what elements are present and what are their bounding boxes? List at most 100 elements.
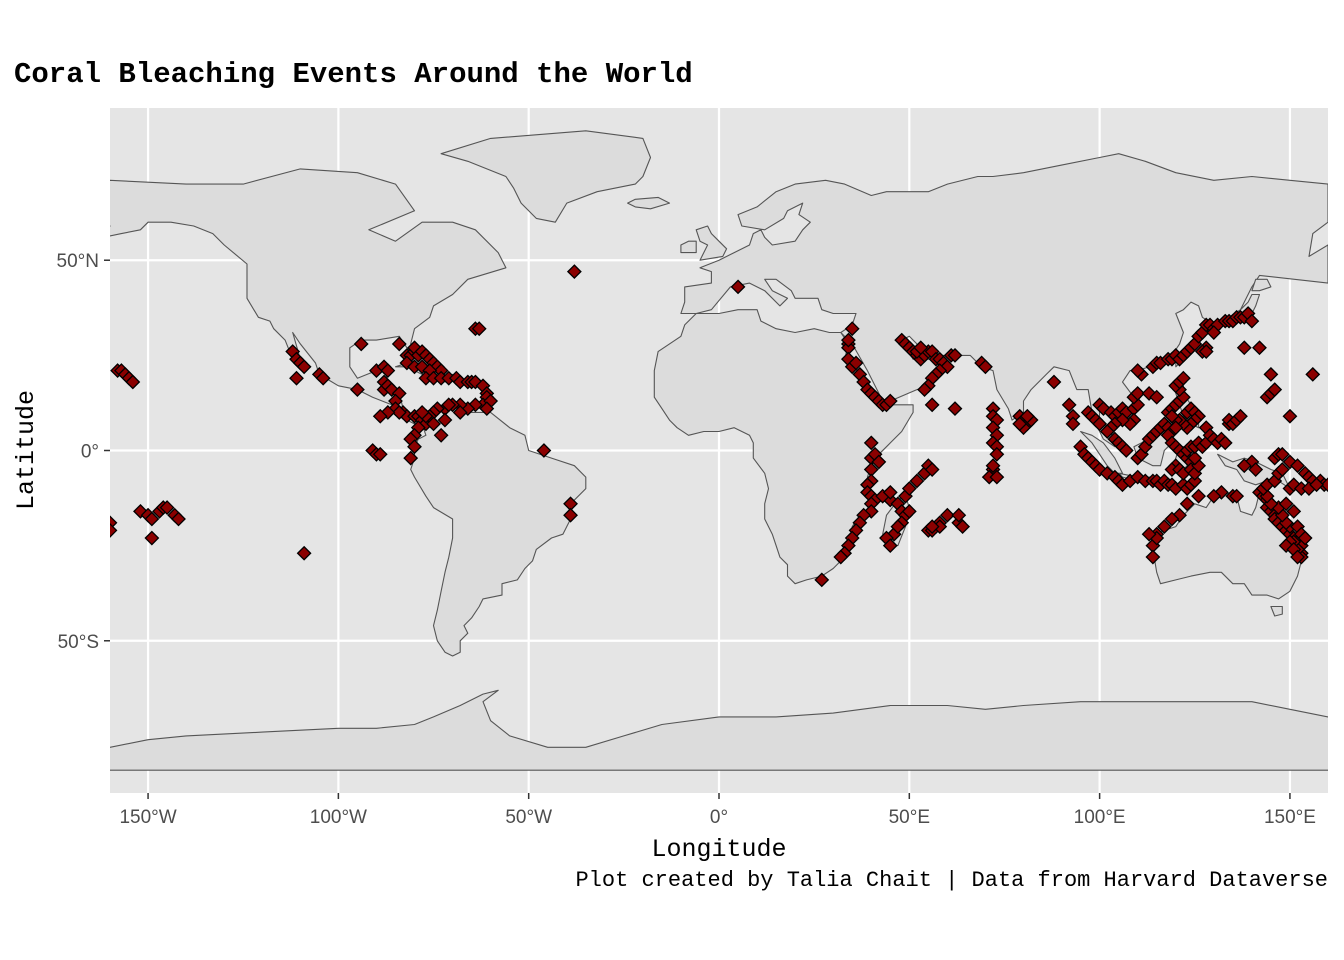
bleaching-event-point	[1286, 503, 1302, 519]
bleaching-event-point	[848, 355, 864, 371]
bleaching-event-point	[144, 530, 160, 546]
bleaching-event-point	[1278, 496, 1294, 512]
x-tick-label: 150°W	[119, 807, 176, 828]
bleaching-event-point	[947, 401, 963, 417]
bleaching-event-point	[1282, 408, 1298, 424]
x-tick-label: 50°E	[889, 807, 930, 828]
x-tick-label: 100°W	[310, 807, 367, 828]
bleaching-event-point	[1164, 511, 1180, 527]
bleaching-event-point	[1290, 458, 1305, 474]
bleaching-event-point	[1267, 382, 1283, 398]
bleaching-event-point	[947, 347, 963, 363]
bleaching-event-point	[939, 507, 955, 523]
bleaching-event-point	[978, 359, 993, 375]
land-south-america	[410, 404, 587, 657]
bleaching-event-point	[1248, 462, 1264, 477]
bleaching-event-point	[144, 511, 160, 527]
bleaching-event-point	[1118, 443, 1134, 458]
bleaching-event-point	[289, 370, 304, 386]
y-tick-label: 0°	[81, 442, 99, 463]
chart-title: Coral Bleaching Events Around the World	[14, 58, 693, 91]
bleaching-event-point	[426, 416, 441, 432]
bleaching-event-point	[452, 405, 468, 420]
bleaching-event-point	[890, 519, 906, 535]
bleaching-event-point	[1149, 389, 1165, 405]
bleaching-event-point	[882, 393, 898, 409]
bleaching-event-point	[989, 469, 1005, 485]
land-iceland	[627, 196, 671, 210]
x-tick-label: 100°E	[1074, 807, 1126, 828]
bleaching-event-points	[110, 264, 1328, 588]
bleaching-event-point	[171, 511, 186, 527]
bleaching-event-point	[437, 412, 453, 428]
bleaching-event-point	[1236, 340, 1252, 356]
bleaching-event-point	[566, 264, 582, 280]
bleaching-event-point	[414, 405, 430, 420]
bleaching-event-point	[1061, 397, 1077, 413]
bleaching-event-point	[296, 545, 312, 561]
bleaching-event-point	[985, 458, 1001, 474]
bleaching-event-point	[1233, 408, 1248, 424]
bleaching-event-point	[989, 446, 1005, 462]
bleaching-event-point	[479, 401, 495, 417]
bleaching-event-point	[917, 382, 932, 398]
bleaching-event-point	[1168, 420, 1184, 436]
y-tick-label: 50°N	[57, 251, 99, 272]
bleaching-event-point	[1164, 408, 1180, 424]
bleaching-event-point	[924, 519, 940, 535]
land-greenland	[440, 130, 652, 223]
bleaching-event-point	[1263, 366, 1279, 382]
bleaching-event-point	[1206, 325, 1222, 340]
bleaching-event-point	[125, 374, 141, 390]
bleaching-event-point	[730, 279, 746, 295]
bleaching-event-point	[833, 549, 849, 565]
plot-caption: Plot created by Talia Chait | Data from …	[575, 868, 1328, 893]
bleaching-event-point	[1191, 488, 1207, 504]
bleaching-event-point	[1175, 370, 1191, 386]
bleaching-event-point	[563, 507, 578, 523]
land-ireland	[680, 240, 697, 254]
bleaching-event-point	[909, 473, 925, 489]
bleaching-event-point	[1130, 363, 1146, 379]
bleaching-event-point	[1012, 416, 1028, 432]
bleaching-event-point	[1309, 477, 1325, 493]
bleaching-event-point	[1297, 530, 1313, 546]
bleaching-event-point	[110, 522, 118, 538]
x-axis-title: Longitude	[651, 835, 786, 864]
bleaching-event-point	[1019, 408, 1035, 424]
land-britain	[695, 225, 728, 261]
bleaching-event-point	[924, 397, 940, 413]
y-tick-label: 50°S	[58, 632, 99, 653]
bleaching-event-point	[1141, 526, 1157, 542]
bleaching-event-point	[1198, 344, 1214, 359]
bleaching-event-point	[1156, 519, 1172, 535]
bleaching-event-point	[1274, 446, 1290, 462]
bleaching-event-point	[901, 481, 917, 496]
y-axis-title: Latitude	[12, 390, 41, 510]
bleaching-event-point	[1092, 416, 1108, 432]
bleaching-event-point	[871, 454, 887, 470]
bleaching-event-point	[924, 462, 940, 477]
bleaching-event-point	[1145, 549, 1161, 565]
bleaching-event-point	[372, 446, 388, 462]
x-tick-label: 0°	[710, 807, 728, 828]
bleaching-event-point	[433, 427, 449, 443]
bleaching-event-point	[407, 439, 422, 455]
bleaching-event-point	[840, 332, 856, 348]
y-axis-ticks: 50°N 0° 50°S	[57, 251, 110, 653]
bleaching-event-point	[1046, 374, 1062, 390]
bleaching-event-point	[1065, 416, 1081, 432]
bleaching-event-point	[296, 359, 312, 375]
bleaching-event-point	[1236, 458, 1252, 474]
bleaching-event-point	[901, 503, 917, 519]
bleaching-event-point	[1290, 549, 1305, 565]
x-axis-ticks: 150°W 100°W 50°W 0° 50°E 100°E 150°E	[119, 793, 1316, 828]
bleaching-event-point	[882, 484, 898, 500]
bleaching-event-point	[353, 336, 369, 352]
bleaching-event-point	[863, 435, 879, 451]
bleaching-event-point	[391, 336, 407, 352]
bleaching-event-point	[863, 503, 879, 519]
land-antarctica	[110, 689, 1328, 771]
bleaching-event-point	[1274, 462, 1290, 477]
